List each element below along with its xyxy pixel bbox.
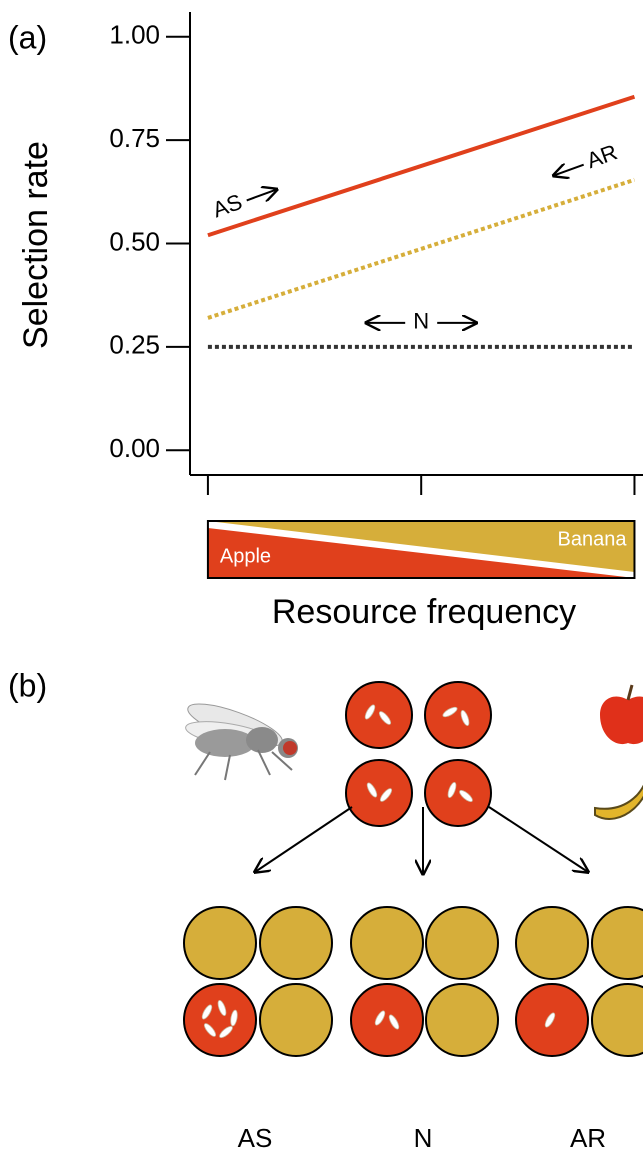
y-tick-label: 0.25 <box>109 330 160 360</box>
y-tick-label: 1.00 <box>109 20 160 50</box>
group-label: N <box>414 1123 433 1153</box>
resource-label: Banana <box>558 528 628 550</box>
series-label: N <box>413 309 429 334</box>
figure: (a) (b) <box>0 0 643 1158</box>
y-tick-label: 0.50 <box>109 226 160 256</box>
apple-icon <box>600 685 643 744</box>
series-label: AS <box>209 189 245 223</box>
annotation: AR <box>549 139 621 186</box>
series-line <box>208 97 635 235</box>
y-tick-label: 0.75 <box>109 123 160 153</box>
arrow <box>554 165 584 176</box>
x-axis-title: Resource frequency <box>272 593 576 631</box>
banana-icon <box>595 765 643 819</box>
series-line <box>208 180 635 318</box>
group-label: AS <box>238 1123 273 1153</box>
top-dishes <box>346 682 491 826</box>
panel-label: (b) <box>8 667 47 703</box>
bottom-dishes <box>184 907 643 1056</box>
y-tick-label: 0.00 <box>109 433 160 463</box>
arrows <box>255 807 588 874</box>
panel-label: (a) <box>8 19 47 55</box>
series-label: AR <box>583 139 620 173</box>
group-label: AR <box>570 1123 606 1153</box>
arrow <box>247 189 277 200</box>
fly-icon <box>184 696 298 780</box>
resource-label: Apple <box>220 545 271 567</box>
y-axis-title: Selection rate <box>17 141 55 349</box>
